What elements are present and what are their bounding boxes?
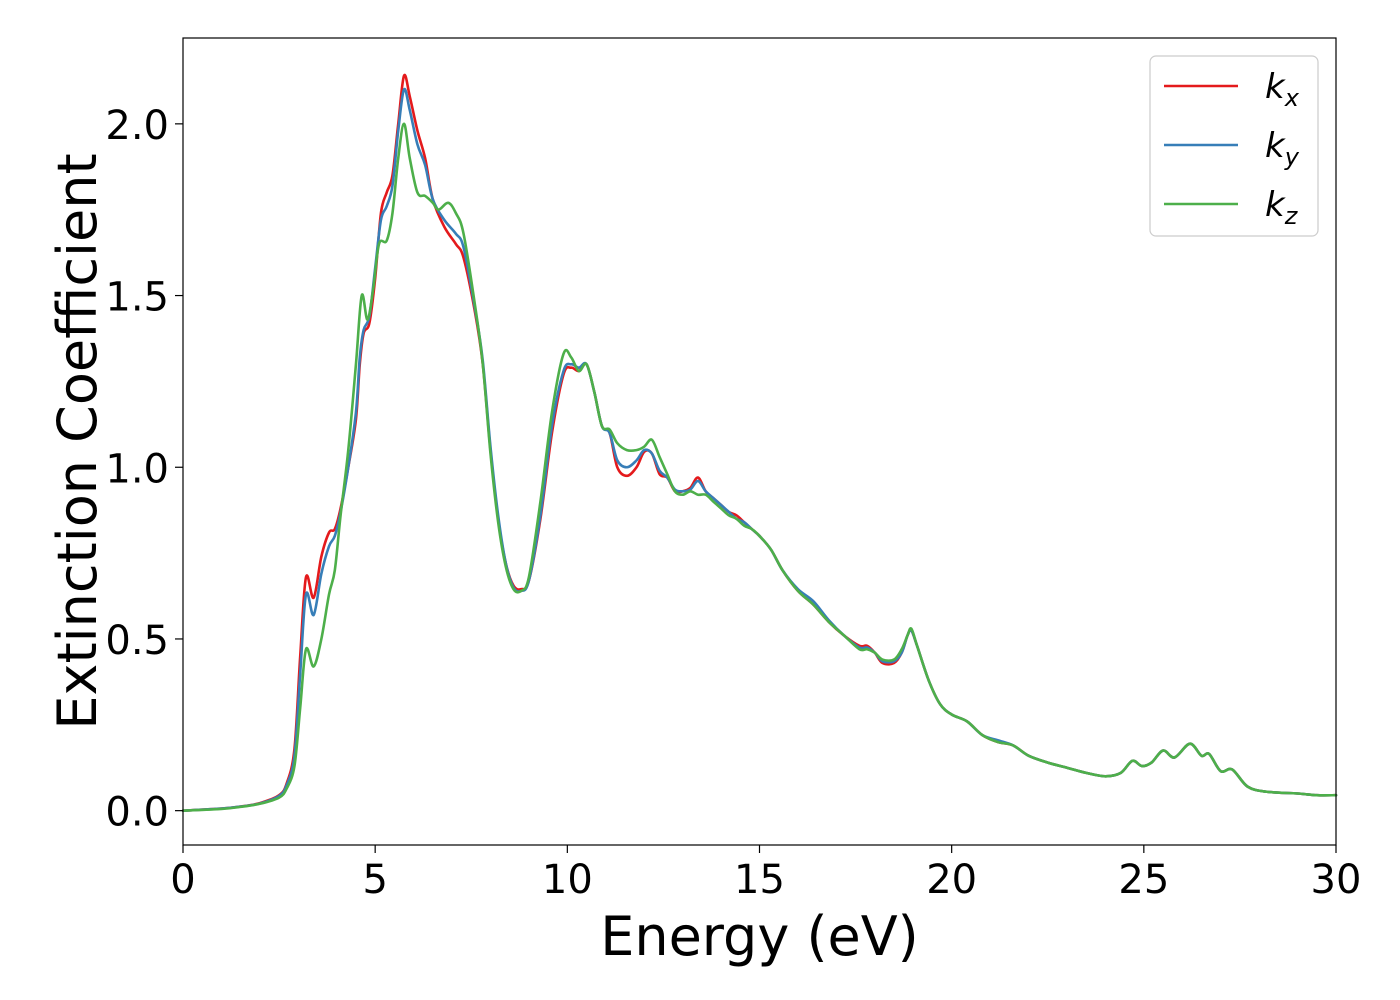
x-tick-label: 10 [542, 857, 593, 903]
x-tick-label: 25 [1118, 857, 1169, 903]
y-tick-label: 0.0 [105, 790, 169, 836]
x-tick-label: 20 [926, 857, 977, 903]
series-lines [181, 73, 1338, 812]
x-axis: 0 5 10 15 20 25 30 [170, 845, 1361, 903]
legend-label-base: k [1265, 126, 1286, 166]
y-tick-label: 2.0 [105, 103, 169, 149]
y-tick-label: 1.0 [105, 446, 169, 492]
x-tick-label: 30 [1311, 857, 1362, 903]
x-tick-label: 5 [362, 857, 387, 903]
legend-label-base: k [1265, 185, 1286, 225]
legend-label-subscript: y [1284, 143, 1300, 171]
legend-label-subscript: z [1284, 202, 1299, 230]
y-tick-label: 0.5 [105, 618, 169, 664]
legend-label-kz: kz [1265, 185, 1299, 230]
legend-label-subscript: x [1284, 84, 1300, 112]
y-axis-label: Extinction Coefficient [46, 153, 109, 729]
y-tick-label: 1.5 [105, 275, 169, 321]
legend-label-ky: ky [1265, 126, 1300, 171]
legend-label-base: k [1265, 67, 1286, 107]
x-tick-label: 0 [170, 857, 195, 903]
y-axis: 0.0 0.5 1.0 1.5 2.0 [105, 103, 183, 836]
legend-label-kx: kx [1265, 67, 1300, 112]
series-line-kz [181, 122, 1338, 812]
x-tick-label: 15 [734, 857, 785, 903]
x-axis-label: Energy (eV) [600, 905, 919, 968]
